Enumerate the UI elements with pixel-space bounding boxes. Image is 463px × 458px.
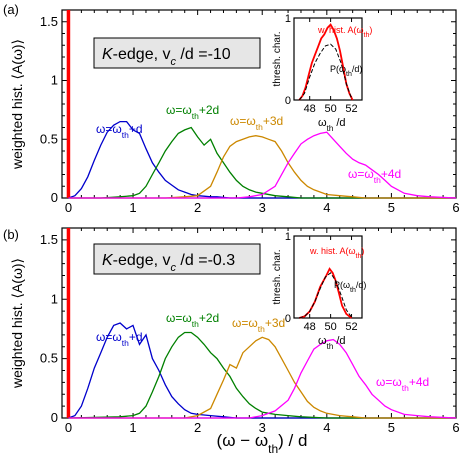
y-tick-label: 1.5 bbox=[40, 14, 58, 29]
x-tick-label: 5 bbox=[388, 200, 395, 215]
inset-y-label: thresh. char. bbox=[272, 31, 283, 86]
series-line bbox=[68, 336, 456, 419]
x-tick-label: 1 bbox=[129, 200, 136, 215]
x-tick-label: 4 bbox=[323, 420, 330, 435]
inset-x-tick-label: 50 bbox=[324, 321, 336, 333]
inset-hist-line bbox=[298, 23, 354, 101]
x-tick-label: 6 bbox=[452, 200, 459, 215]
inset-x-tick-label: 50 bbox=[324, 103, 336, 115]
y-tick-label: 1.5 bbox=[40, 232, 58, 247]
series-line bbox=[68, 135, 456, 199]
series-label: ω=ωth+3d bbox=[232, 316, 285, 334]
inset-p-label: P(ωth/d) bbox=[334, 280, 366, 294]
x-tick-label: 1 bbox=[129, 420, 136, 435]
inset-p-line bbox=[298, 43, 352, 101]
series-line bbox=[68, 126, 456, 199]
series-label: ω=ωth+2d bbox=[166, 103, 219, 121]
panel-label: (a) bbox=[3, 2, 19, 17]
inset-x-tick-label: 48 bbox=[304, 321, 316, 333]
series-line bbox=[68, 120, 456, 199]
x-tick-label: 2 bbox=[194, 200, 201, 215]
series-label: ω=ωth+d bbox=[96, 122, 143, 140]
edge-label-box bbox=[93, 37, 261, 69]
x-tick-label: 3 bbox=[259, 200, 266, 215]
series-line bbox=[68, 131, 457, 199]
y-axis-label: weighted hist. ⟨A(ω)⟩ bbox=[9, 258, 25, 389]
inset-y-tick-label: 0 bbox=[285, 313, 291, 325]
x-tick-label: 4 bbox=[323, 200, 330, 215]
x-axis-label: (ω − ωth) / d bbox=[217, 431, 308, 456]
inset-hist-label: w. hist. A(ωth) bbox=[317, 25, 372, 39]
y-tick-label: 1 bbox=[51, 291, 58, 306]
inset-frame bbox=[293, 235, 363, 319]
inset-x-tick-label: 52 bbox=[345, 321, 357, 333]
panel-a: 0 1 2 3 4 5 6 0 0.5 1 1.5 weighted hist. ⟨A(ω)⟩ (a) ω… bbox=[3, 2, 460, 215]
y-tick-label: 0 bbox=[51, 190, 58, 205]
edge-label-box bbox=[93, 243, 261, 275]
y-tick-label: 1 bbox=[51, 73, 58, 88]
x-tick-label: 3 bbox=[259, 420, 266, 435]
inset-y-tick-label: 0 bbox=[285, 95, 291, 107]
inset-x-label: ωth /d bbox=[318, 117, 346, 133]
y-tick-label: 0.5 bbox=[40, 351, 58, 366]
x-tick-label: 6 bbox=[452, 420, 459, 435]
edge-label: K-edge, vc /d =-10 bbox=[102, 46, 231, 68]
inset-x-tick-label: 48 bbox=[304, 103, 316, 115]
inset-y-label: thresh. char. bbox=[272, 249, 283, 304]
inset-x-tick-label: 52 bbox=[345, 103, 357, 115]
inset-y-tick-label: 1 bbox=[285, 231, 291, 243]
series-line bbox=[68, 331, 456, 419]
inset-p-line bbox=[299, 272, 352, 319]
series-label: ω=ωth+d bbox=[96, 330, 143, 348]
y-tick-label: 0 bbox=[51, 410, 58, 425]
series-label: ω=ωth+2d bbox=[166, 311, 219, 329]
inset-p-label: P(ωth/d) bbox=[330, 64, 362, 78]
panel-b: 0 1 2 3 4 5 6 0 0.5 1 1.5 weighted hist. ⟨A(ω)⟩ (b) ω… bbox=[3, 227, 460, 435]
panel-label: (b) bbox=[3, 227, 19, 242]
x-tick-label: 2 bbox=[194, 420, 201, 435]
series-label: ω=ωth+4d bbox=[376, 375, 429, 393]
y-axis-label: weighted hist. ⟨A(ω)⟩ bbox=[9, 39, 25, 170]
inset-hist-label: w. hist. A(ωth) bbox=[309, 246, 364, 260]
series-label: ω=ωth+4d bbox=[348, 167, 401, 185]
inset-x-label: ωth /d bbox=[318, 335, 346, 351]
y-tick-label: 0.5 bbox=[40, 131, 58, 146]
inset-y-tick-label: 1 bbox=[285, 13, 291, 25]
edge-label: K-edge, vc /d =-0.3 bbox=[102, 252, 235, 274]
series-line bbox=[68, 338, 457, 419]
series-label: ω=ωth+3d bbox=[230, 114, 283, 132]
x-tick-label: 5 bbox=[388, 420, 395, 435]
x-tick-label: 0 bbox=[65, 200, 72, 215]
x-tick-label: 0 bbox=[65, 420, 72, 435]
